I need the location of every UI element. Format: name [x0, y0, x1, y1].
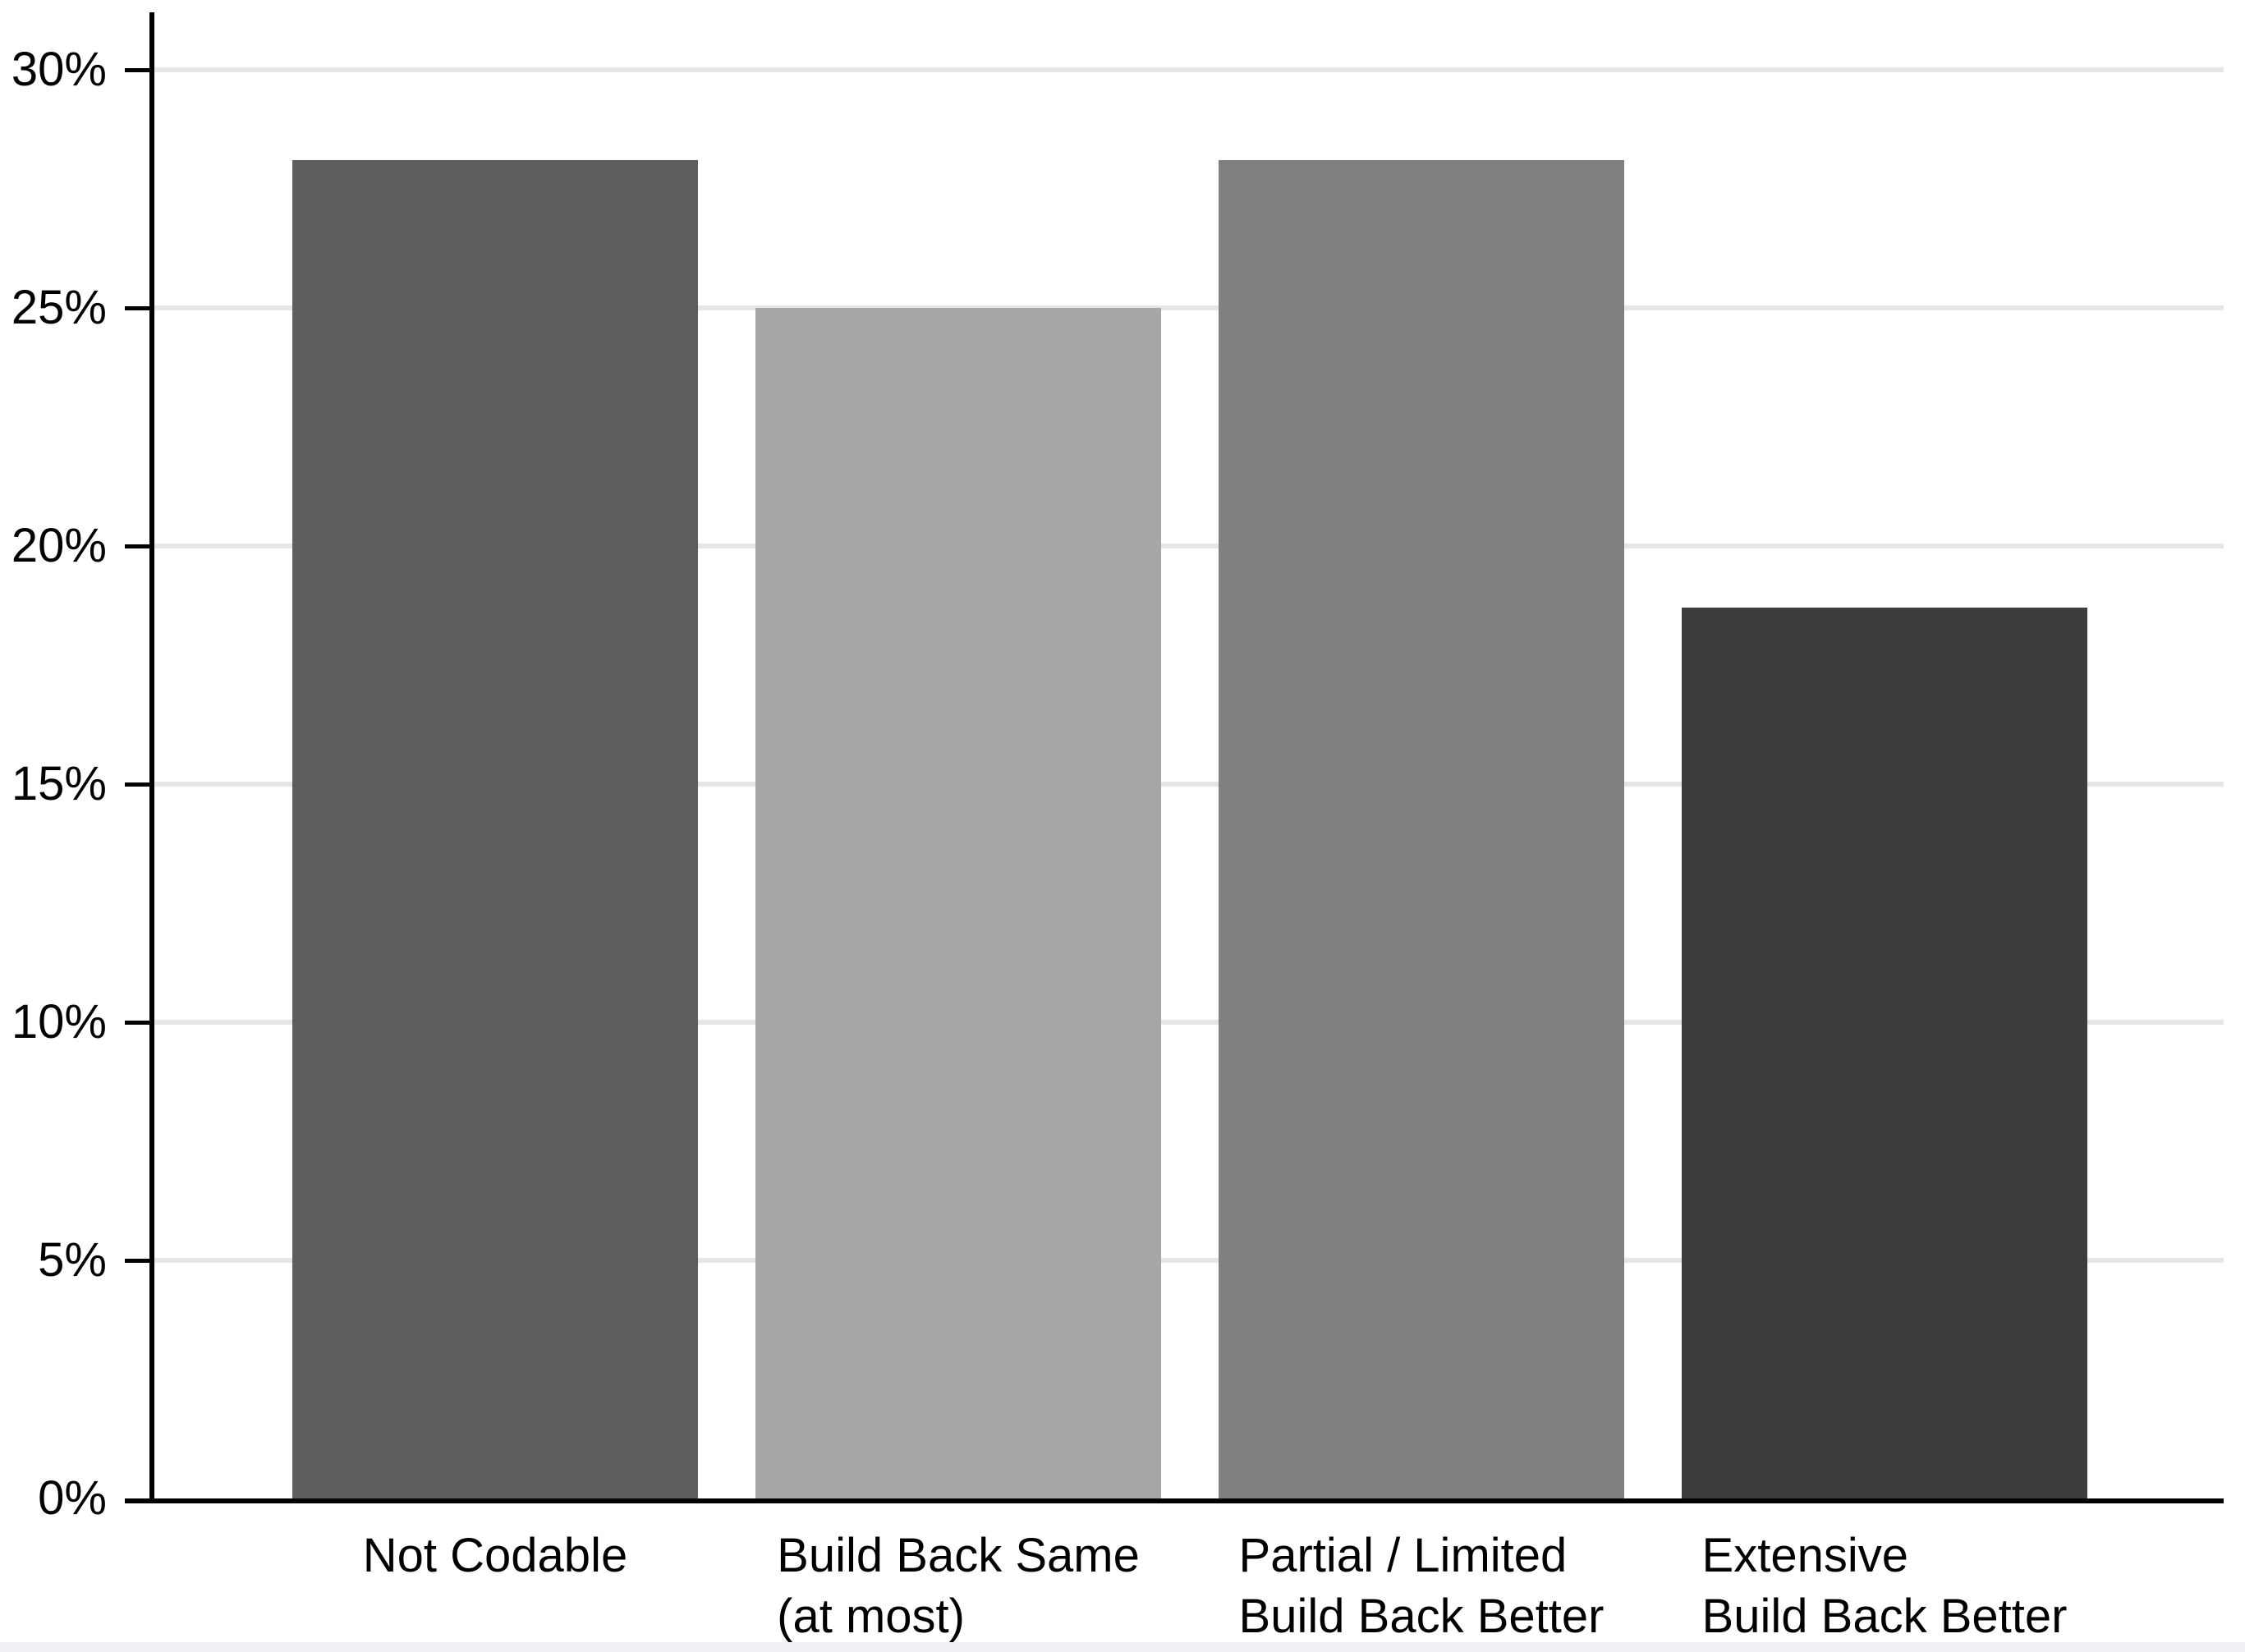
y-axis-tick [125, 68, 149, 72]
bar-partial-limited [1219, 160, 1624, 1498]
gridline [149, 67, 2224, 72]
y-axis-tick-label: 0% [38, 1471, 107, 1525]
x-axis-label-build-back-same: Build Back Same (at most) [777, 1526, 1140, 1647]
gridline [149, 1020, 2224, 1025]
y-axis-tick [125, 544, 149, 548]
gridline [149, 782, 2224, 787]
y-axis-tick [125, 782, 149, 787]
x-axis-label-extensive: Extensive Build Back Better [1702, 1526, 2068, 1647]
y-axis-tick-label: 20% [11, 519, 107, 572]
y-axis-tick [125, 306, 149, 310]
y-axis-tick-label: 10% [11, 995, 107, 1049]
y-axis-tick-label: 30% [11, 43, 107, 96]
x-axis-label-line: Partial / Limited [1238, 1529, 1568, 1582]
bar-not-codable [292, 160, 698, 1498]
y-axis-tick [125, 1259, 149, 1263]
y-axis-tick-label: 15% [11, 757, 107, 810]
y-axis-line [149, 12, 154, 1503]
bottom-edge-strip [0, 1642, 2245, 1652]
gridline [149, 305, 2224, 310]
gridline [149, 1258, 2224, 1263]
x-axis-label-line: Not Codable [362, 1529, 628, 1582]
x-axis-line [125, 1498, 2224, 1503]
x-axis-label-line: Extensive [1701, 1529, 1909, 1582]
y-axis-tick-label: 25% [11, 281, 107, 334]
x-axis-label-not-codable: Not Codable [363, 1526, 627, 1586]
x-axis-label-line: Build Back Better [1238, 1590, 1605, 1643]
x-axis-label-line: Build Back Better [1701, 1590, 2068, 1643]
bar-build-back-same [755, 308, 1161, 1498]
x-axis-label-line: Build Back Same [777, 1529, 1140, 1582]
gridline [149, 544, 2224, 548]
x-axis-label-line: (at most) [777, 1590, 965, 1643]
y-axis-tick-label: 5% [38, 1233, 107, 1287]
x-axis-label-partial-limited: Partial / Limited Build Back Better [1239, 1526, 1605, 1647]
y-axis-tick [125, 1021, 149, 1025]
bar-extensive [1682, 608, 2087, 1498]
